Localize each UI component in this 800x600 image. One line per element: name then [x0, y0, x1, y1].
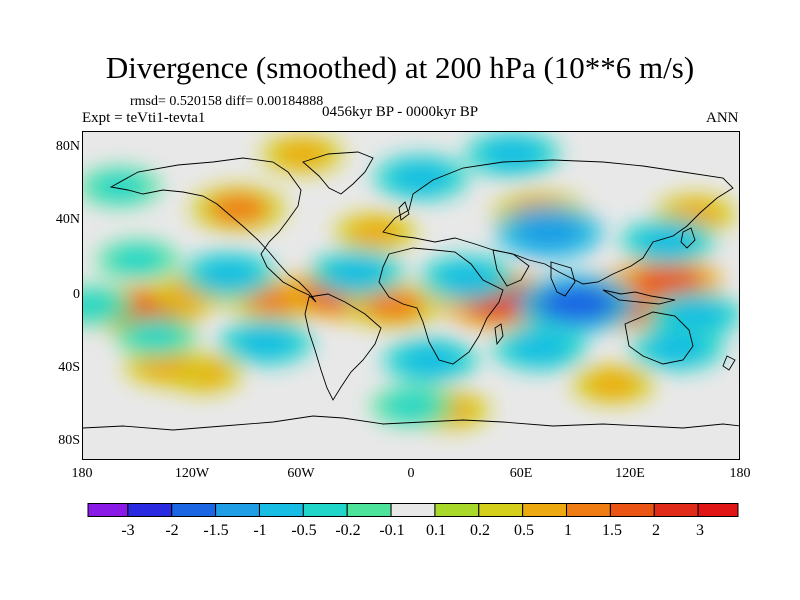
field-blob	[83, 292, 119, 319]
coastline-new-zealand	[722, 355, 736, 371]
colorbar-label: 0.5	[514, 522, 534, 539]
map-title: Divergence (smoothed) at 200 hPa (10**6 …	[105, 50, 695, 85]
colorbar-box	[87, 503, 129, 517]
season-label: ANN	[706, 110, 739, 126]
field-blob	[386, 393, 438, 420]
field-blob	[139, 352, 192, 379]
lon-label-180e: 180	[729, 466, 751, 481]
divergence-map	[83, 132, 739, 459]
field-blob	[515, 215, 584, 250]
colorbar-label: -0.2	[335, 522, 361, 539]
experiment-label: Expt = teVti1-tevta1	[82, 110, 206, 126]
colorbar-label: -1.5	[203, 522, 229, 539]
field-blob	[482, 138, 543, 169]
colorbar-box	[478, 503, 524, 517]
lon-label-60e: 60E	[509, 466, 533, 481]
colorbar	[87, 503, 739, 517]
coastline-australia	[624, 311, 694, 365]
coastline-japan	[680, 227, 696, 249]
coastline-madagascar	[494, 323, 504, 346]
coastlines	[83, 151, 739, 431]
coastline-africa	[378, 247, 504, 365]
colorbar-label: -2	[165, 522, 179, 539]
colorbar-box	[215, 503, 260, 517]
colorbar-box	[653, 503, 699, 517]
coastline-greenland	[302, 151, 374, 195]
colorbar-box	[258, 503, 304, 517]
lon-label-60w: 60W	[287, 466, 315, 481]
colorbar-label: -0.1	[379, 522, 405, 539]
colorbar-label: 1.5	[602, 522, 622, 539]
divergence-field	[83, 132, 739, 431]
field-blob	[349, 219, 402, 246]
field-blob	[208, 193, 269, 224]
field-blob	[509, 332, 570, 363]
field-blob	[665, 299, 726, 330]
coastline-uk	[398, 201, 410, 221]
field-blob	[647, 332, 708, 363]
coastline-south-america	[304, 293, 382, 401]
field-blob	[633, 264, 702, 299]
field-blob	[199, 259, 260, 290]
colorbar-label: 3	[696, 522, 704, 539]
coastline-eurasia	[382, 159, 734, 285]
colorbar-box	[302, 503, 348, 517]
colorbar-box	[434, 503, 480, 517]
field-blob	[538, 284, 615, 323]
coastline-india	[550, 261, 576, 297]
lon-label-120w: 120W	[174, 466, 210, 481]
field-blob	[327, 257, 388, 288]
coastline-antarctica	[83, 415, 739, 431]
field-blob	[111, 246, 164, 273]
lat-label-80s: 80S	[58, 433, 80, 448]
period-label: 0456kyr BP - 0000kyr BP	[322, 104, 479, 120]
lat-label-40n: 40N	[55, 212, 80, 227]
colorbar-box	[609, 503, 655, 517]
field-blob	[276, 140, 329, 167]
lon-label-120e: 120E	[615, 466, 645, 481]
colorbar-label: 1	[564, 522, 572, 539]
colorbar-label: 0.2	[470, 522, 490, 539]
lon-label-180w: 180	[71, 466, 93, 481]
colorbar-label: -3	[121, 522, 135, 539]
stats-text: rmsd= 0.520158 diff= 0.00184888	[130, 94, 324, 109]
colorbar-box	[127, 503, 173, 517]
colorbar-box	[171, 503, 217, 517]
field-blob	[363, 290, 424, 321]
field-blob	[235, 327, 296, 358]
colorbar-box	[346, 503, 392, 517]
coastline-arabia	[492, 249, 530, 287]
field-blob	[391, 162, 452, 193]
field-blob	[93, 173, 146, 200]
field-blob	[130, 323, 183, 350]
map-panel	[82, 131, 740, 460]
coastline-north-america	[109, 157, 317, 303]
colorbar-label: 2	[652, 522, 660, 539]
colorbar-box	[390, 503, 436, 517]
field-blob	[400, 345, 461, 376]
colorbar-box	[566, 503, 611, 517]
lon-label-0: 0	[407, 466, 415, 481]
coastline-indonesia	[602, 289, 676, 305]
lat-label-40s: 40S	[58, 360, 80, 375]
colorbar-label: -0.5	[291, 522, 317, 539]
lat-label-80n: 80N	[55, 139, 80, 154]
colorbar-label: -1	[253, 522, 267, 539]
field-blob	[587, 371, 640, 398]
colorbar-label: 0.1	[426, 522, 446, 539]
colorbar-box	[522, 503, 568, 517]
lat-label-0: 0	[73, 287, 80, 302]
field-blob	[436, 263, 497, 294]
colorbar-box	[697, 503, 739, 517]
